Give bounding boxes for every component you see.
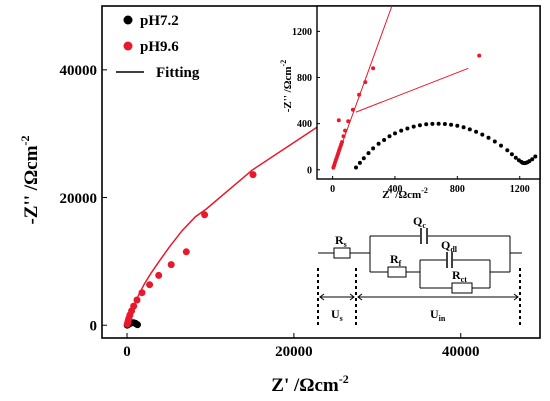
legend-marker-ph96	[123, 41, 133, 51]
main-data-points	[123, 171, 257, 329]
data-point	[492, 139, 497, 144]
data-point	[134, 321, 141, 329]
data-point	[201, 211, 209, 219]
data-point	[449, 122, 454, 127]
data-point	[480, 132, 485, 137]
data-point	[130, 302, 138, 310]
y-tick-label: 400	[297, 119, 312, 130]
data-point	[411, 124, 416, 129]
data-point	[399, 128, 404, 133]
inset-x-axis: 0 400 800 1200	[330, 176, 530, 195]
main-y-axis: 0 20000 40000	[60, 63, 107, 334]
data-point	[509, 152, 514, 157]
data-point	[167, 261, 175, 269]
data-point	[182, 248, 190, 256]
label-qc: Qc	[413, 214, 426, 230]
data-point	[133, 296, 141, 304]
data-point	[382, 138, 387, 142]
data-point	[417, 123, 422, 128]
data-point	[249, 171, 257, 179]
inset-x-axis-label: Z' /Ωcm-2	[382, 186, 428, 201]
y-tick-label: 1200	[292, 27, 312, 38]
label-rf: Rf	[390, 252, 402, 268]
resistor-rs	[333, 247, 351, 259]
data-point	[371, 146, 376, 151]
inset-data-points	[331, 53, 538, 170]
legend-label-fitting: Fitting	[156, 65, 200, 81]
main-x-axis-label: Z' /Ωcm-2	[271, 372, 348, 396]
data-point	[146, 281, 154, 289]
x-tick-label: 40000	[442, 344, 480, 360]
data-point	[436, 121, 441, 126]
y-tick-label: 20000	[60, 191, 98, 207]
data-point	[387, 134, 392, 139]
data-point	[486, 135, 491, 140]
label-qdl: Qdl	[441, 238, 458, 254]
x-tick-label: 0	[123, 344, 131, 360]
x-tick-label: 400	[387, 184, 402, 195]
main-y-axis-label: -Z'' /Ωcm-2	[18, 135, 42, 224]
main-x-axis: 0 20000 40000	[123, 333, 479, 360]
data-point	[474, 129, 479, 134]
data-point	[361, 156, 366, 161]
legend-label-ph72: pH7.2	[140, 13, 179, 29]
data-point	[363, 80, 368, 85]
data-point	[455, 123, 460, 128]
data-point	[350, 107, 355, 112]
x-tick-label: 1200	[510, 184, 530, 195]
fitting-line	[355, 67, 469, 113]
data-point	[533, 154, 538, 159]
label-rct: Rct	[452, 268, 467, 284]
inset-y-axis: 0 400 800 1200	[292, 27, 320, 176]
data-point	[499, 143, 503, 148]
data-point	[376, 141, 381, 146]
data-point	[357, 160, 362, 165]
data-point	[505, 148, 510, 153]
data-point	[393, 131, 397, 136]
data-point	[341, 134, 346, 139]
data-point	[477, 53, 482, 58]
equivalent-circuit	[317, 228, 522, 326]
legend-marker-ph72	[123, 15, 133, 25]
data-point	[527, 159, 532, 164]
data-point	[424, 122, 429, 127]
x-tick-label: 20000	[275, 344, 313, 360]
data-point	[354, 165, 358, 170]
label-us: Us	[331, 307, 343, 323]
data-point	[343, 128, 348, 133]
data-point	[357, 92, 362, 97]
data-point	[346, 119, 351, 124]
data-point	[430, 121, 435, 126]
legend-label-ph96: pH9.6	[140, 39, 179, 55]
inset-plot: 0 400 800 1200 0 400 800 1200 Z' /Ωcm-2 -Z'' /…	[279, 5, 541, 201]
legend: pH7.2 pH9.6 Fitting	[116, 13, 200, 81]
data-point	[340, 140, 344, 145]
data-point	[336, 118, 341, 123]
x-tick-label: 800	[450, 184, 465, 195]
data-point	[366, 151, 371, 156]
y-tick-label: 0	[307, 165, 312, 176]
data-point	[442, 122, 447, 126]
data-point	[405, 126, 410, 131]
inset-y-axis-label: -Z'' /Ωcm-2	[279, 60, 294, 112]
data-point	[371, 66, 376, 71]
data-point	[138, 289, 146, 297]
x-tick-label: 0	[330, 184, 335, 195]
inset-plot-frame	[316, 5, 541, 180]
resistor-rct	[451, 282, 473, 294]
y-tick-label: 800	[297, 73, 312, 84]
circuit-labels: Rs Qc Qdl Rf Rct Us Uin	[331, 214, 467, 323]
data-point	[513, 155, 518, 160]
label-uin: Uin	[430, 307, 446, 323]
data-point	[467, 127, 472, 132]
data-point	[155, 271, 163, 279]
y-tick-label: 40000	[60, 63, 98, 79]
data-point	[530, 157, 535, 162]
y-tick-label: 0	[90, 318, 98, 334]
data-point	[461, 125, 466, 130]
label-rs: Rs	[335, 233, 347, 249]
resistor-rf	[387, 266, 407, 278]
